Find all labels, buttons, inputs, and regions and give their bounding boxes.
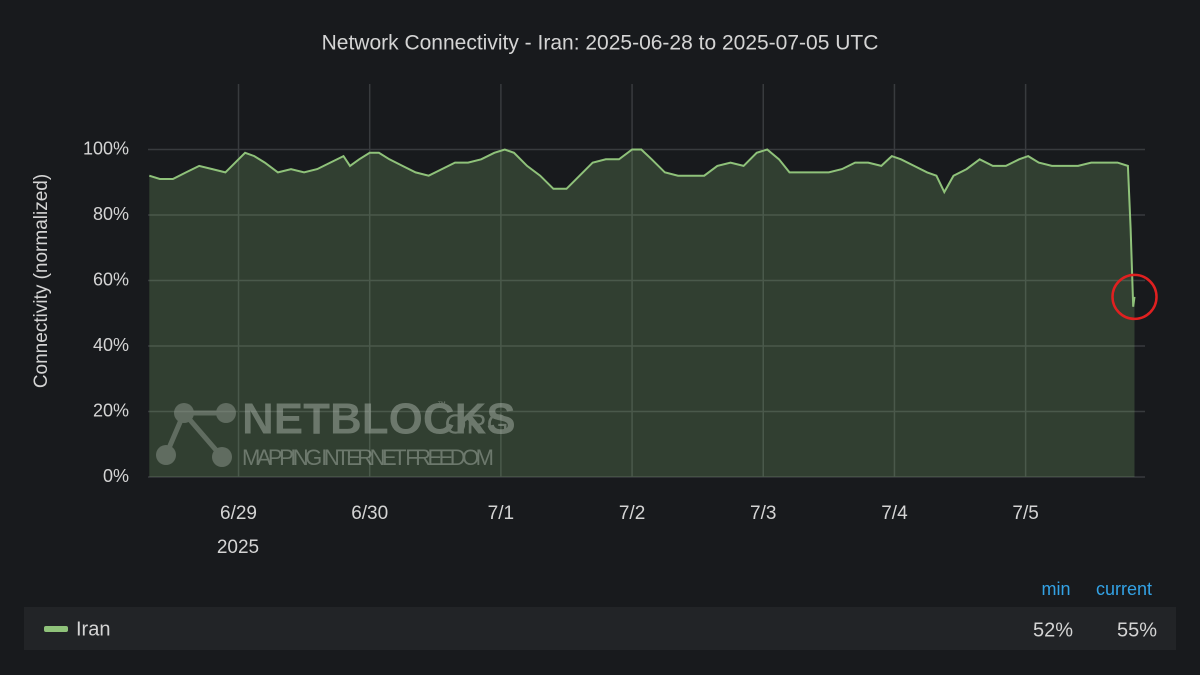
grid <box>148 84 1145 478</box>
y-tick-label: 40% <box>93 335 129 355</box>
line <box>149 148 1136 307</box>
watermark-suffix: .ORG <box>437 408 509 439</box>
plot <box>149 148 1136 477</box>
y-tick-label: 0% <box>103 466 129 486</box>
x-year-label: 2025 <box>217 537 259 558</box>
watermark-name: NETBLOCKS <box>242 395 516 444</box>
y-tick-label: 20% <box>93 400 129 420</box>
y-tick-label: 60% <box>93 269 129 289</box>
y-tick-label: 100% <box>83 138 129 158</box>
y-axis-label: Connectivity (normalized) <box>31 174 52 388</box>
legend-column: current <box>1096 579 1152 599</box>
watermark-logo <box>156 403 236 467</box>
x-tick-label: 7/2 <box>619 503 645 524</box>
x-tick-label: 7/5 <box>1012 503 1038 524</box>
x-tick-label: 7/3 <box>750 503 776 524</box>
legend-label: Iran <box>76 618 110 640</box>
highlight-circle <box>1111 273 1158 321</box>
legend-swatch <box>44 626 68 632</box>
legend-row <box>24 607 1176 650</box>
x-tick-label: 7/4 <box>881 503 908 524</box>
legend-value: 55% <box>1117 619 1157 641</box>
x-tick-label: 6/30 <box>351 503 388 524</box>
area <box>149 149 1135 477</box>
watermark: NETBLOCKS ™ .ORG MAPPING INTERNET FREEDO… <box>156 395 516 470</box>
watermark-tm: ™ <box>437 399 446 409</box>
x-tick-label: 7/1 <box>488 503 514 524</box>
watermark-tagline: MAPPING INTERNET FREEDOM <box>242 445 494 470</box>
x-tick-label: 6/29 <box>220 503 257 524</box>
chart-title: Network Connectivity - Iran: 2025-06-28 … <box>322 32 879 55</box>
legend-value: 52% <box>1033 619 1073 641</box>
y-tick-label: 80% <box>93 204 129 224</box>
legend-column: min <box>1041 579 1070 599</box>
